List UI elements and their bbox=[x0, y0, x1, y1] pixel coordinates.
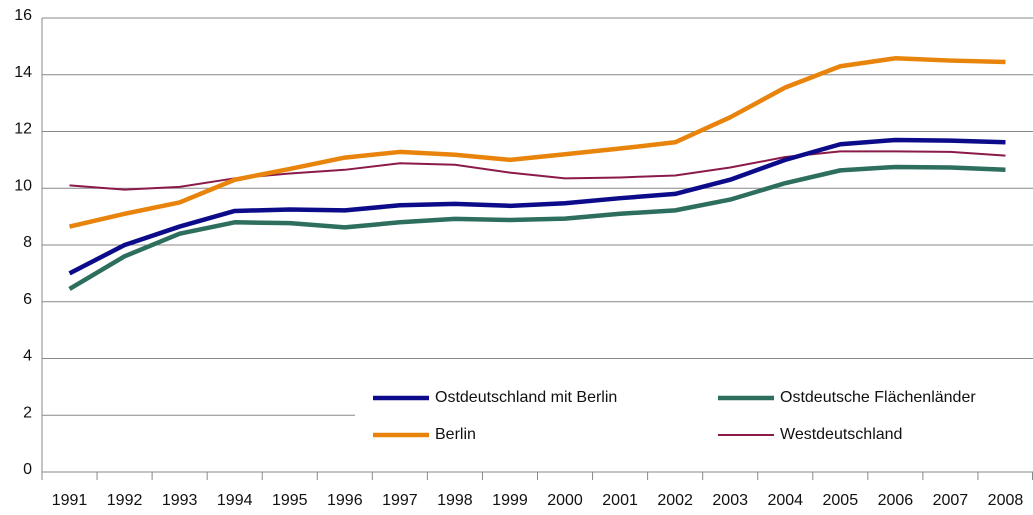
legend-label: Westdeutschland bbox=[780, 426, 902, 443]
x-tick-label: 2006 bbox=[878, 492, 914, 509]
legend-label: Ostdeutsche Flächenländer bbox=[780, 389, 976, 406]
line bbox=[69, 56, 1006, 229]
line bbox=[68, 137, 1006, 276]
x-tick-label: 1992 bbox=[107, 492, 143, 509]
legend-label: Ostdeutschland mit Berlin bbox=[435, 389, 617, 406]
x-tick-label: 2001 bbox=[602, 492, 638, 509]
x-tick-label: 1994 bbox=[217, 492, 253, 509]
y-tick-label: 0 bbox=[23, 461, 32, 478]
y-tick-label: 14 bbox=[14, 64, 32, 81]
line bbox=[68, 164, 1006, 291]
line bbox=[69, 150, 1006, 191]
x-tick-label: 2008 bbox=[988, 492, 1024, 509]
y-tick-label: 10 bbox=[14, 177, 32, 194]
y-tick-label: 4 bbox=[23, 348, 32, 365]
y-tick-label: 8 bbox=[23, 234, 32, 251]
x-tick-label: 1999 bbox=[492, 492, 528, 509]
y-tick-label: 16 bbox=[14, 7, 32, 24]
x-tick-label: 2000 bbox=[547, 492, 583, 509]
x-tick-label: 1993 bbox=[162, 492, 198, 509]
x-tick-label: 2007 bbox=[933, 492, 969, 509]
y-tick-label: 6 bbox=[23, 291, 32, 308]
x-tick-label: 1995 bbox=[272, 492, 308, 509]
legend-label: Berlin bbox=[435, 426, 476, 443]
legend-box bbox=[355, 380, 1033, 458]
y-tick-label: 2 bbox=[23, 404, 32, 421]
x-tick-label: 2005 bbox=[823, 492, 859, 509]
x-tick-label: 1998 bbox=[437, 492, 473, 509]
x-tick-label: 2003 bbox=[712, 492, 748, 509]
x-tick-label: 2004 bbox=[767, 492, 803, 509]
y-tick-label: 12 bbox=[14, 121, 32, 138]
x-tick-label: 1996 bbox=[327, 492, 363, 509]
x-tick-label: 2002 bbox=[657, 492, 693, 509]
x-tick-label: 1997 bbox=[382, 492, 418, 509]
x-tick-label: 1991 bbox=[52, 492, 88, 509]
